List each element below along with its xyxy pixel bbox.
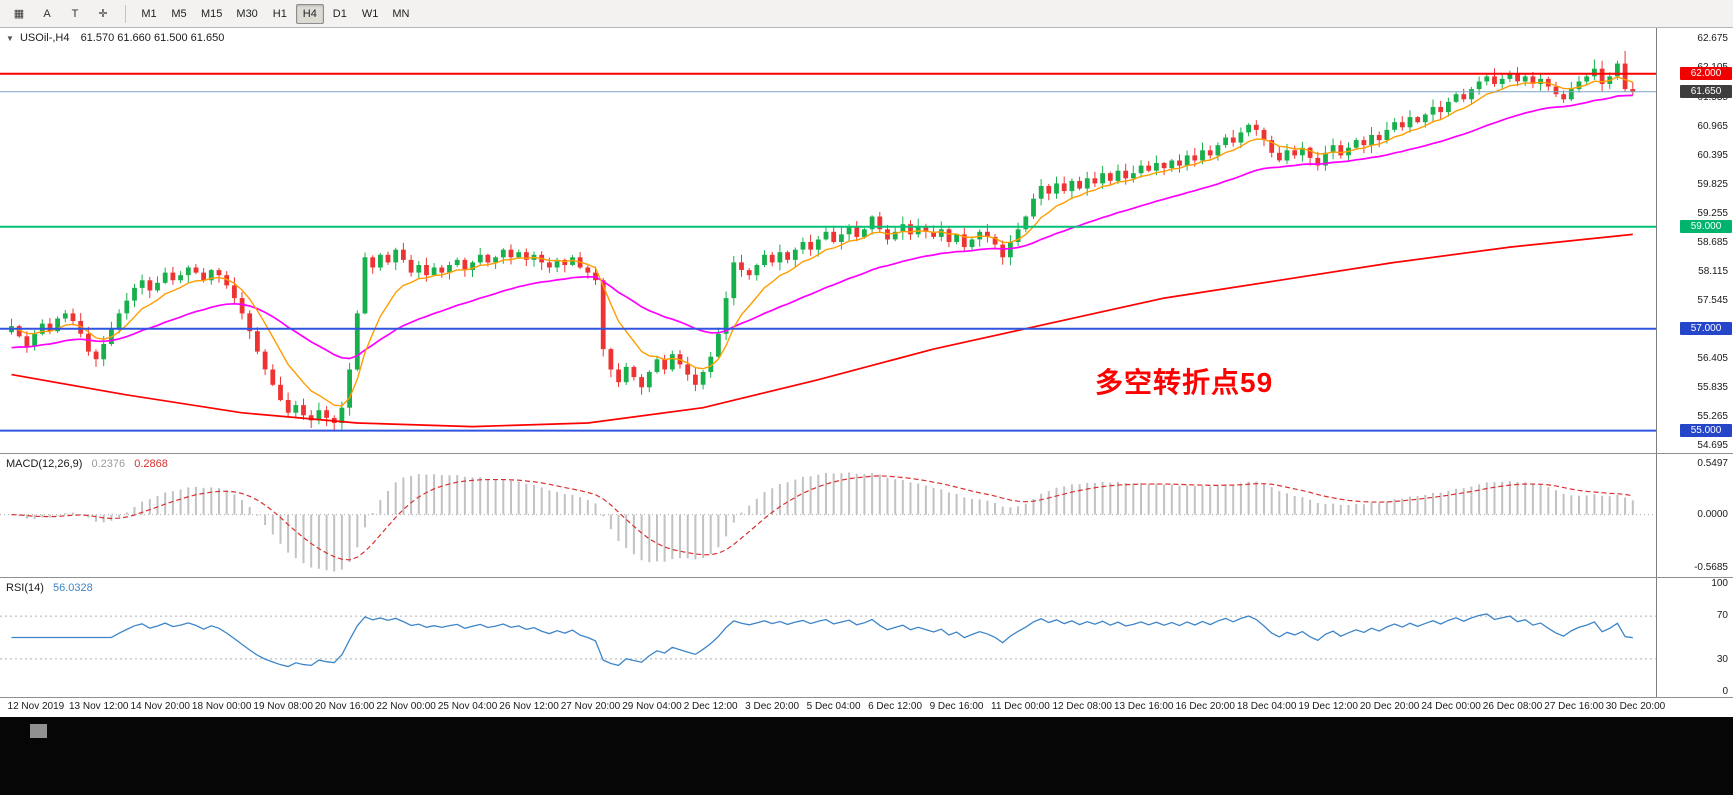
toolbar: ▦ A T ✛ M1 M5 M15 M30 H1 H4 D1 W1 MN: [0, 0, 1733, 28]
price-axis[interactable]: 62.67562.10561.53560.96560.39559.82559.2…: [1656, 28, 1733, 453]
rsi-axis-tick: 0: [1722, 686, 1728, 697]
macd-axis-tick: 0.5497: [1697, 457, 1728, 469]
price-tick: 58.685: [1697, 236, 1728, 248]
time-axis-label: 20 Nov 16:00: [314, 701, 375, 712]
main-chart-canvas[interactable]: [0, 28, 1656, 453]
timeframe-d1-button[interactable]: D1: [326, 4, 354, 24]
rsi-axis[interactable]: 100 70 30 0: [1656, 578, 1733, 697]
rsi-name: RSI(14): [6, 582, 44, 594]
time-axis-label: 5 Dec 04:00: [806, 701, 861, 712]
time-axis-label: 27 Nov 20:00: [560, 701, 621, 712]
main-chart-pane: ▼ USOil-,H4 61.570 61.660 61.500 61.650 …: [0, 28, 1733, 453]
timeframe-m5-button[interactable]: M5: [165, 4, 193, 24]
chart-symbol-label: USOil-,H4: [19, 32, 70, 44]
pointer-a-button[interactable]: A: [34, 4, 60, 24]
macd-axis-tick: -0.5685: [1694, 562, 1728, 574]
time-axis-label: 18 Nov 00:00: [191, 701, 252, 712]
time-axis-label: 20 Dec 20:00: [1359, 701, 1420, 712]
price-tick: 54.695: [1697, 440, 1728, 452]
price-badge-62.000: 62.000: [1680, 66, 1732, 80]
macd-axis-tick: 0.0000: [1697, 509, 1728, 521]
text-tool-button[interactable]: T: [62, 4, 88, 24]
time-axis-label: 26 Nov 12:00: [499, 701, 559, 712]
macd-canvas[interactable]: [0, 454, 1656, 577]
timeframe-group: M1 M5 M15 M30 H1 H4 D1 W1 MN: [135, 3, 415, 24]
chart-type-button[interactable]: ▦: [6, 4, 32, 24]
rsi-axis-tick: 100: [1711, 578, 1728, 589]
rsi-value: 56.0328: [52, 582, 93, 594]
price-tick: 60.395: [1697, 149, 1728, 161]
crosshair-tool-button[interactable]: ✛: [90, 4, 116, 24]
rsi-pane: RSI(14) 56.0328 100 70 30 0: [0, 577, 1733, 697]
timeframe-w1-button[interactable]: W1: [356, 4, 385, 24]
time-axis-label: 26 Dec 08:00: [1482, 701, 1543, 712]
time-axis-label: 24 Dec 00:00: [1421, 701, 1481, 712]
time-axis-label: 11 Dec 00:00: [991, 701, 1050, 712]
rsi-axis-tick: 30: [1716, 653, 1728, 665]
time-axis-label: 19 Dec 12:00: [1298, 701, 1358, 712]
time-axis-label: 25 Nov 04:00: [437, 701, 498, 712]
time-axis[interactable]: 12 Nov 2019 13 Nov 12:00 14 Nov 20:00 18 No…: [0, 697, 1733, 717]
time-axis-label: 6 Dec 12:00: [868, 701, 923, 712]
price-tick: 60.965: [1697, 120, 1728, 132]
time-axis-label: 27 Dec 16:00: [1544, 701, 1604, 712]
price-tick: 58.115: [1698, 265, 1728, 277]
tool-buttons-group: ▦ A T ✛: [6, 4, 116, 24]
time-axis-label: 18 Dec 04:00: [1236, 701, 1297, 712]
time-axis-label: 13 Nov 12:00: [68, 701, 129, 712]
timeframe-m30-button[interactable]: M30: [230, 4, 263, 24]
chart-ohlc-values: 61.570 61.660 61.500 61.650: [80, 32, 225, 44]
time-axis-label: 19 Nov 08:00: [253, 701, 313, 712]
time-axis-label: 30 Dec 20:00: [1605, 701, 1666, 712]
chart-collapse-icon[interactable]: ▼: [6, 34, 14, 43]
macd-label: MACD(12,26,9) 0.2376 0.2868: [6, 458, 168, 470]
timeframe-mn-button[interactable]: MN: [386, 4, 415, 24]
time-axis-label: 29 Nov 04:00: [622, 701, 682, 712]
price-tick: 55.835: [1697, 382, 1728, 394]
timeframe-m15-button[interactable]: M15: [195, 4, 228, 24]
macd-signal-value: 0.2868: [134, 458, 168, 470]
price-tick: 59.255: [1697, 207, 1728, 219]
time-axis-label: 14 Nov 20:00: [130, 701, 190, 712]
time-axis-label: 13 Dec 16:00: [1113, 701, 1174, 712]
macd-axis[interactable]: 0.5497 0.0000 -0.5685: [1656, 454, 1733, 577]
timeframe-h4-button[interactable]: H4: [295, 3, 324, 24]
macd-pane: MACD(12,26,9) 0.2376 0.2868 0.5497 0.0000…: [0, 453, 1733, 577]
price-badge-61.650: 61.650: [1680, 84, 1732, 98]
time-axis-label: 22 Nov 00:00: [376, 701, 436, 712]
time-axis-label: 2 Dec 12:00: [683, 701, 738, 712]
rsi-label: RSI(14) 56.0328: [6, 582, 93, 594]
price-tick: 57.545: [1697, 294, 1728, 306]
price-tick: 55.265: [1697, 411, 1728, 423]
price-tick: 62.675: [1697, 33, 1728, 45]
price-tick: 56.405: [1697, 353, 1728, 364]
time-axis-label: 3 Dec 20:00: [745, 701, 800, 712]
chart-title: ▼ USOil-,H4 61.570 61.660 61.500 61.650: [6, 32, 224, 44]
timeframe-h1-button[interactable]: H1: [266, 4, 294, 24]
rsi-canvas[interactable]: [0, 578, 1656, 697]
price-tick: 59.825: [1697, 178, 1728, 190]
time-axis-label: 12 Nov 2019: [7, 701, 65, 712]
time-axis-label: 16 Dec 20:00: [1175, 701, 1235, 712]
time-axis-label: 12 Dec 08:00: [1052, 701, 1113, 712]
time-axis-label: 9 Dec 16:00: [929, 701, 984, 712]
toolbar-separator: [125, 4, 126, 23]
taskbar-icon[interactable]: [30, 724, 47, 738]
price-badge-55.000: 55.000: [1680, 423, 1732, 437]
timeframe-m1-button[interactable]: M1: [135, 4, 163, 24]
price-badge-57.000: 57.000: [1680, 321, 1732, 335]
macd-name: MACD(12,26,9): [6, 458, 83, 470]
price-badge-59.000: 59.000: [1680, 219, 1732, 233]
bottom-strip: [0, 717, 1733, 795]
macd-main-value: 0.2376: [91, 458, 126, 470]
rsi-axis-tick: 70: [1716, 610, 1728, 622]
chart-annotation-text[interactable]: 多空转折点59: [1095, 367, 1274, 398]
